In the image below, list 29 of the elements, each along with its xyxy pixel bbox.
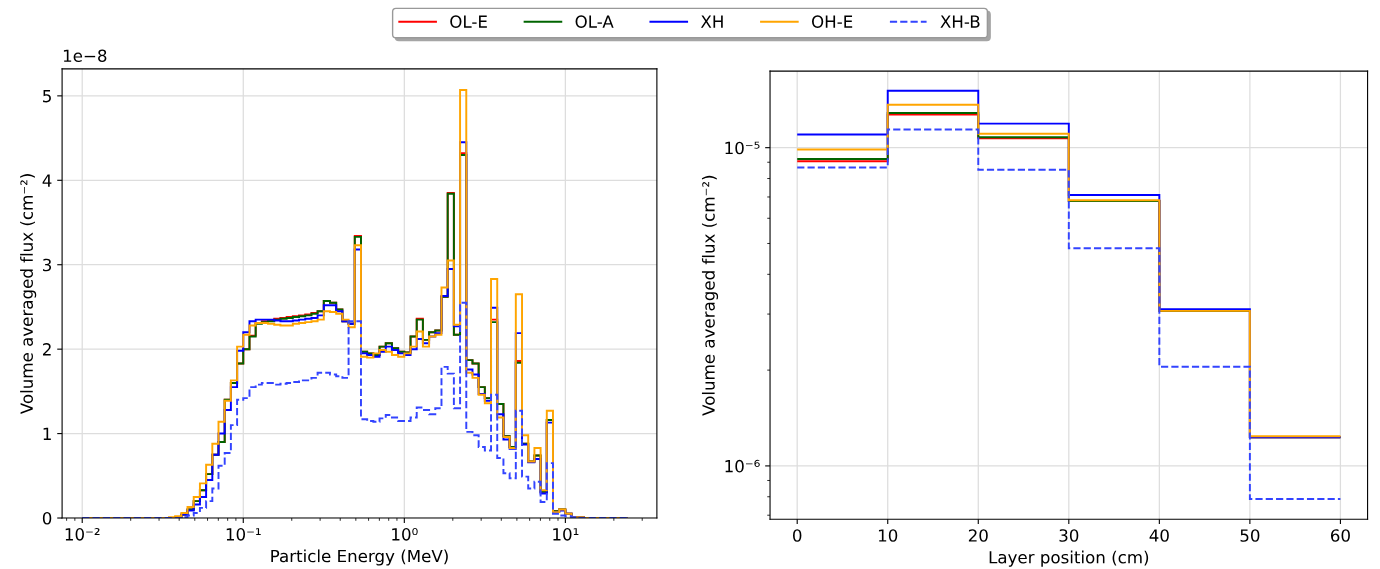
x-tick-label: 30: [1059, 529, 1079, 542]
y-axis-title: Volume averaged flux (cm⁻²): [20, 174, 37, 415]
x-tick-label: 10: [878, 529, 898, 542]
x-tick-label: 10⁻¹: [226, 528, 261, 541]
x-tick-label: 50: [1240, 529, 1260, 542]
x-tick-label: 20: [968, 529, 988, 542]
x-tick-label: 10⁻²: [65, 528, 100, 541]
y-axis-title: Volume averaged flux (cm⁻²): [701, 175, 719, 416]
y-tick-label: 1: [43, 427, 51, 440]
y-tick-label: 0: [42, 511, 52, 525]
x-axis-title: Layer position (cm): [989, 550, 1149, 567]
x-axis-title: Particle Energy (MeV): [271, 549, 448, 566]
x-tick-label: 10¹: [553, 528, 579, 541]
y-tick-label: 10⁻⁵: [725, 141, 760, 155]
legend-label: OL-E: [450, 15, 487, 28]
x-tick-label: 60: [1330, 529, 1350, 542]
y-tick-label: 10⁻⁶: [725, 459, 760, 473]
text: 1e−8: [63, 49, 107, 63]
y-tick-label: 5: [43, 90, 51, 103]
y-tick-label: 2: [42, 343, 51, 356]
legend-label: XH: [700, 15, 723, 28]
legend-label: XH-B: [940, 15, 980, 28]
legend-label: OH-E: [811, 15, 853, 28]
x-tick-label: 10⁰: [392, 528, 418, 541]
y-tick-label: 3: [43, 258, 52, 272]
legend-label: OL-A: [575, 15, 614, 28]
y-tick-label: 4: [42, 174, 52, 187]
x-tick-label: 40: [1149, 529, 1169, 542]
x-tick-label: 0: [793, 529, 802, 542]
